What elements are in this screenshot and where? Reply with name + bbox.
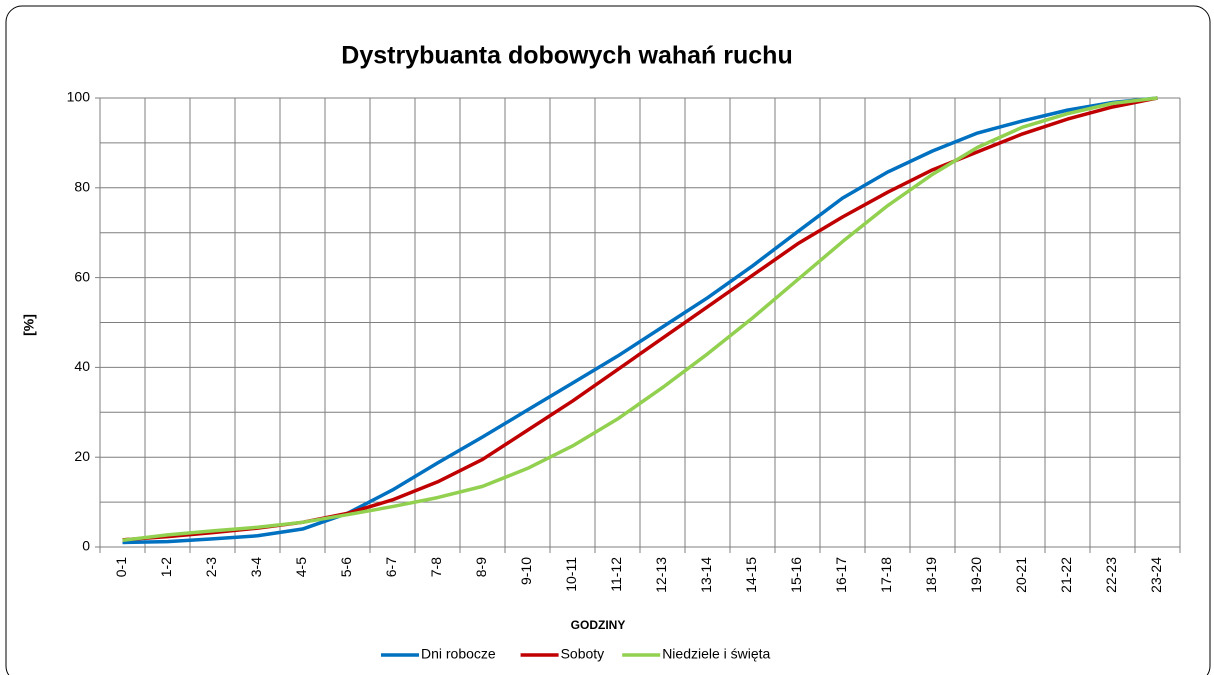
x-tick-label: 11-12 (608, 557, 624, 592)
y-tick-label: 0 (82, 538, 90, 554)
y-tick-label: 40 (74, 358, 90, 374)
x-tick-label: 5-6 (338, 557, 354, 577)
x-tick-label: 20-21 (1013, 557, 1029, 593)
x-tick-label: 0-1 (113, 557, 129, 577)
data-line (122, 96, 1158, 545)
data-line (122, 96, 1158, 543)
x-tick-label: 18-19 (923, 557, 939, 593)
x-tick-label: 6-7 (383, 557, 399, 577)
chart-frame (5, 5, 1211, 675)
x-tick-label: 13-14 (698, 557, 714, 593)
x-tick-label: 3-4 (248, 557, 264, 577)
x-tick-label: 2-3 (203, 557, 219, 577)
x-tick-label: 22-23 (1103, 557, 1119, 593)
x-tick-label: 14-15 (743, 557, 759, 593)
x-tick-label: 8-9 (473, 557, 489, 577)
x-tick-label: 17-18 (878, 557, 894, 593)
legend-label: Niedziele i święta (662, 646, 770, 662)
x-tick-label: 9-10 (518, 557, 534, 585)
x-tick-label: 10-11 (563, 557, 579, 592)
x-tick-label: 16-17 (833, 557, 849, 593)
x-tick-label: 21-22 (1058, 557, 1074, 593)
x-axis-title: Godziny (571, 618, 626, 632)
y-tick-label: 100 (67, 89, 91, 105)
y-tick-label: 80 (74, 179, 90, 195)
legend-label: Soboty (561, 646, 605, 662)
y-tick-label: 20 (74, 448, 90, 464)
x-tick-label: 4-5 (293, 557, 309, 577)
chart-title: Dystrybuanta dobowych wahań ruchu (341, 42, 792, 70)
x-tick-label: 12-13 (653, 557, 669, 593)
legend-label: Dni robocze (421, 646, 496, 662)
y-axis-title: [%] (21, 314, 37, 336)
x-tick-label: 1-2 (158, 557, 174, 577)
x-tick-label: 19-20 (968, 557, 984, 593)
x-tick-label: 23-24 (1148, 557, 1164, 593)
y-tick-label: 60 (74, 268, 90, 284)
x-tick-label: 15-16 (788, 557, 804, 593)
x-tick-label: 7-8 (428, 557, 444, 577)
